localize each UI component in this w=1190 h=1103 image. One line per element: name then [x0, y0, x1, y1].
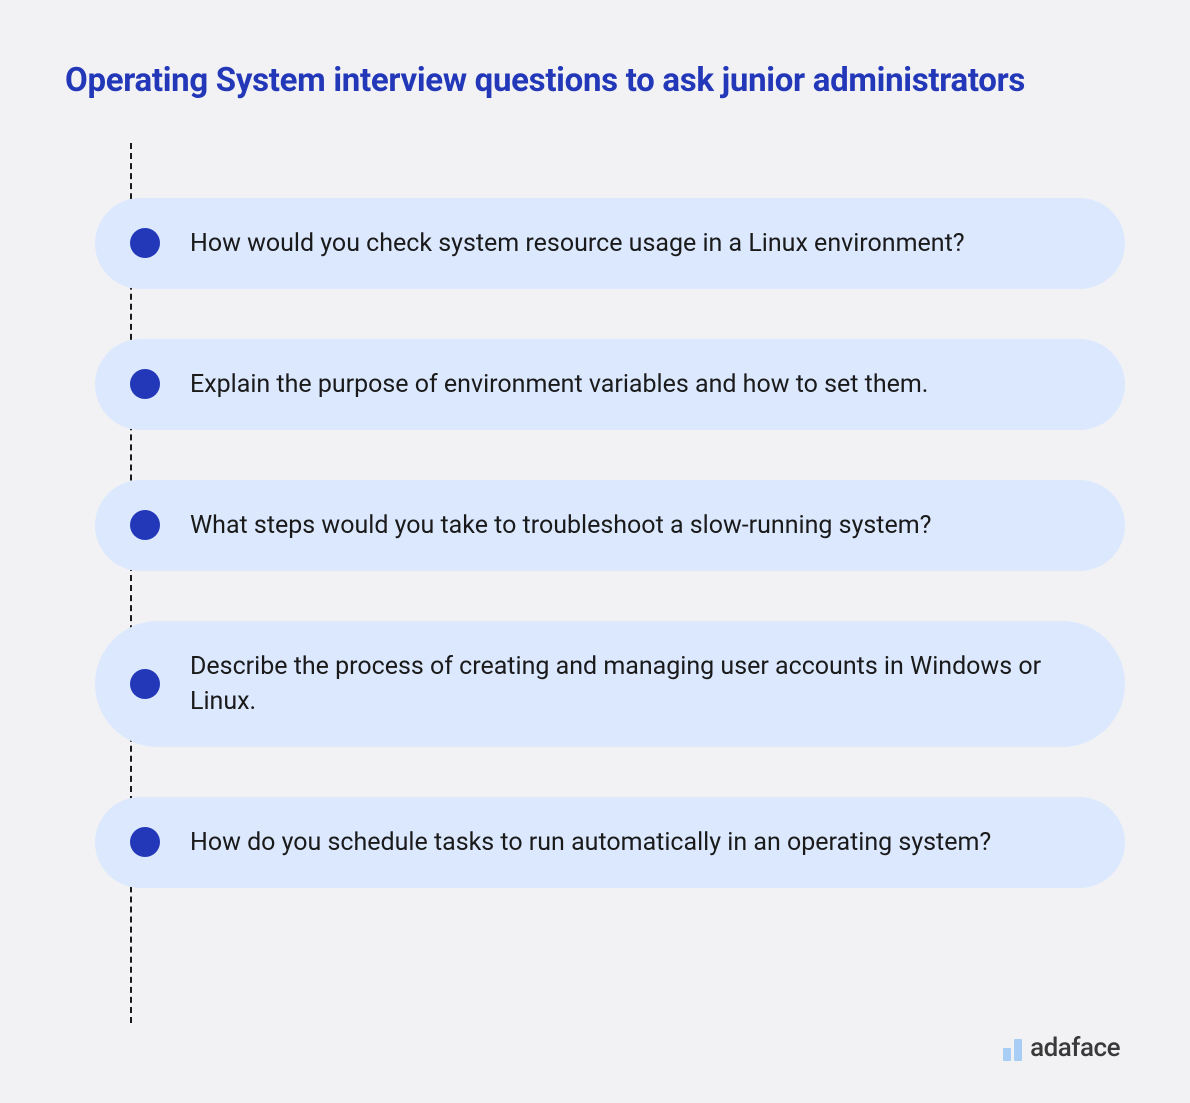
bullet-icon	[130, 369, 160, 399]
brand-logo: adaface	[1003, 1035, 1120, 1061]
timeline: How would you check system resource usag…	[65, 143, 1125, 888]
logo-bars-icon	[1003, 1039, 1022, 1061]
question-text: How would you check system resource usag…	[190, 226, 1065, 261]
bullet-icon	[130, 669, 160, 699]
question-text: Describe the process of creating and man…	[190, 649, 1065, 719]
question-text: What steps would you take to troubleshoo…	[190, 508, 1065, 543]
bullet-icon	[130, 228, 160, 258]
question-list: How would you check system resource usag…	[130, 143, 1125, 888]
question-item: Explain the purpose of environment varia…	[95, 339, 1125, 430]
question-item: How would you check system resource usag…	[95, 198, 1125, 289]
question-item: How do you schedule tasks to run automat…	[95, 797, 1125, 888]
question-item: Describe the process of creating and man…	[95, 621, 1125, 747]
bullet-icon	[130, 510, 160, 540]
bullet-icon	[130, 827, 160, 857]
brand-name: adaface	[1030, 1035, 1120, 1061]
question-item: What steps would you take to troubleshoo…	[95, 480, 1125, 571]
question-text: How do you schedule tasks to run automat…	[190, 825, 1065, 860]
page-title: Operating System interview questions to …	[65, 60, 1125, 103]
question-text: Explain the purpose of environment varia…	[190, 367, 1065, 402]
